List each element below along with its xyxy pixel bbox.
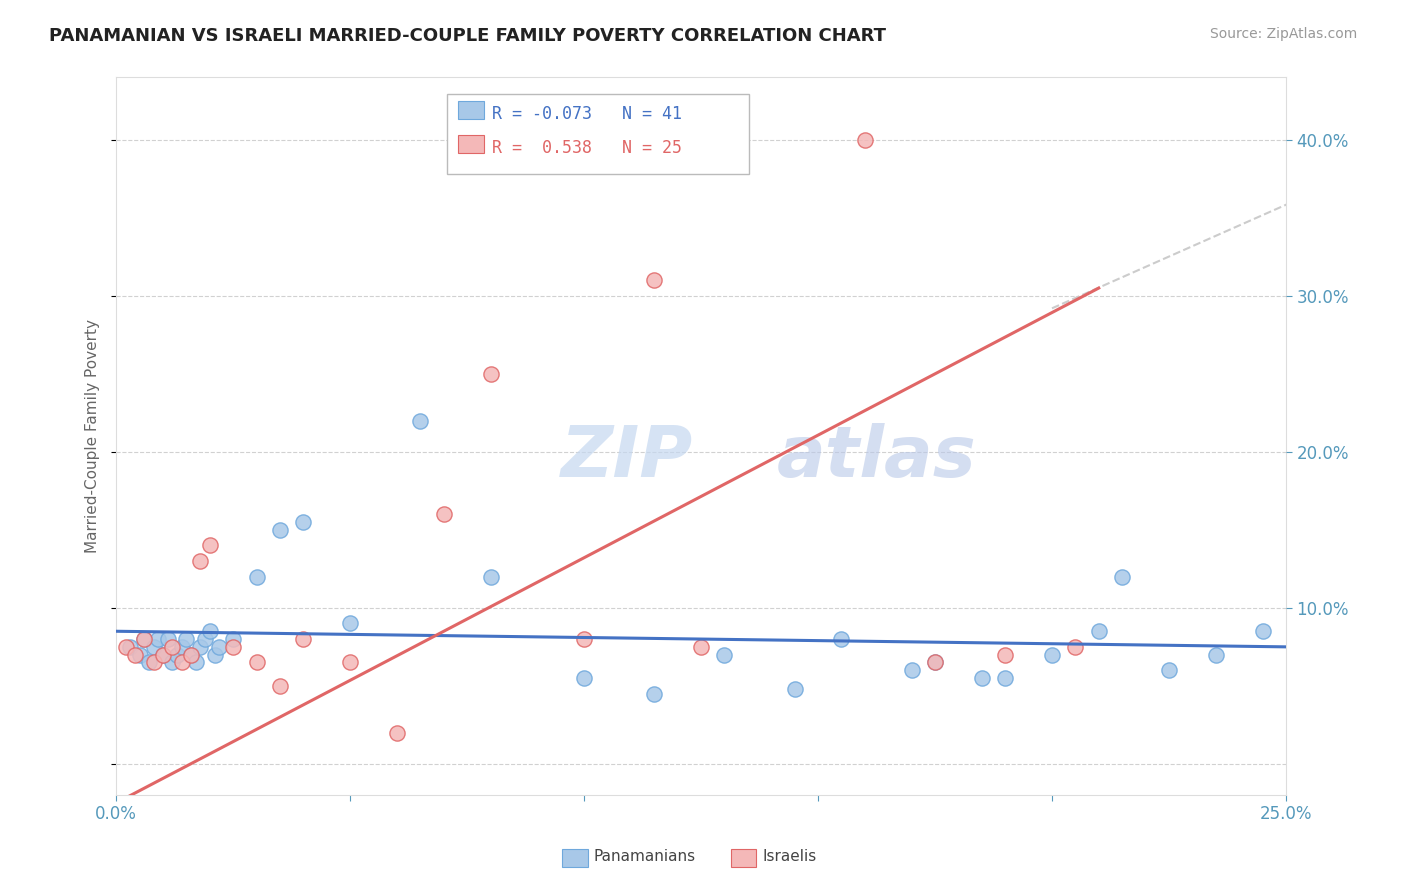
Point — [292, 632, 315, 646]
Point — [180, 648, 202, 662]
Point — [142, 656, 165, 670]
Text: Source: ZipAtlas.com: Source: ZipAtlas.com — [1209, 27, 1357, 41]
Point — [142, 640, 165, 654]
Point — [783, 681, 806, 696]
Point — [830, 632, 852, 646]
Point — [713, 648, 735, 662]
Text: R =  0.538   N = 25: R = 0.538 N = 25 — [492, 139, 682, 157]
Point — [643, 687, 665, 701]
Point — [184, 656, 207, 670]
Point — [246, 656, 269, 670]
Point — [124, 648, 146, 662]
Text: PANAMANIAN VS ISRAELI MARRIED-COUPLE FAMILY POVERTY CORRELATION CHART: PANAMANIAN VS ISRAELI MARRIED-COUPLE FAM… — [49, 27, 886, 45]
Point — [1064, 640, 1087, 654]
Point — [152, 648, 174, 662]
Text: Israelis: Israelis — [762, 849, 817, 864]
Point — [385, 725, 408, 739]
Point — [1251, 624, 1274, 639]
Point — [643, 273, 665, 287]
Point — [339, 656, 361, 670]
Point — [156, 632, 179, 646]
Text: R = -0.073   N = 41: R = -0.073 N = 41 — [492, 105, 682, 123]
Point — [339, 616, 361, 631]
Point — [479, 367, 502, 381]
Point — [433, 508, 456, 522]
Point — [190, 554, 212, 568]
Point — [994, 648, 1017, 662]
Point — [1087, 624, 1109, 639]
Point — [162, 640, 184, 654]
Point — [970, 671, 993, 685]
Point — [222, 632, 245, 646]
Point — [409, 414, 432, 428]
Point — [138, 656, 160, 670]
Point — [1157, 663, 1180, 677]
Point — [690, 640, 713, 654]
Point — [114, 640, 136, 654]
Point — [292, 515, 315, 529]
Point — [190, 640, 212, 654]
Point — [924, 656, 946, 670]
Text: ZIP: ZIP — [561, 424, 693, 492]
Point — [198, 538, 221, 552]
Point — [572, 671, 595, 685]
Point — [1111, 569, 1133, 583]
Point — [176, 632, 198, 646]
Point — [170, 640, 193, 654]
Point — [148, 632, 170, 646]
Point — [120, 640, 142, 654]
Point — [269, 523, 291, 537]
Point — [166, 648, 188, 662]
Point — [162, 656, 184, 670]
Point — [479, 569, 502, 583]
Point — [1040, 648, 1063, 662]
Text: atlas: atlas — [778, 424, 977, 492]
Point — [128, 648, 150, 662]
Point — [222, 640, 245, 654]
Point — [134, 632, 156, 646]
Point — [180, 648, 202, 662]
Point — [1205, 648, 1227, 662]
Point — [152, 648, 174, 662]
Point — [246, 569, 269, 583]
Point — [900, 663, 922, 677]
Point — [572, 632, 595, 646]
Point — [134, 632, 156, 646]
Point — [208, 640, 231, 654]
Point — [204, 648, 226, 662]
Point — [924, 656, 946, 670]
Point — [269, 679, 291, 693]
Point — [994, 671, 1017, 685]
Y-axis label: Married-Couple Family Poverty: Married-Couple Family Poverty — [86, 319, 100, 553]
Point — [194, 632, 217, 646]
Point — [170, 656, 193, 670]
Point — [853, 133, 876, 147]
Point — [198, 624, 221, 639]
Text: Panamanians: Panamanians — [593, 849, 696, 864]
